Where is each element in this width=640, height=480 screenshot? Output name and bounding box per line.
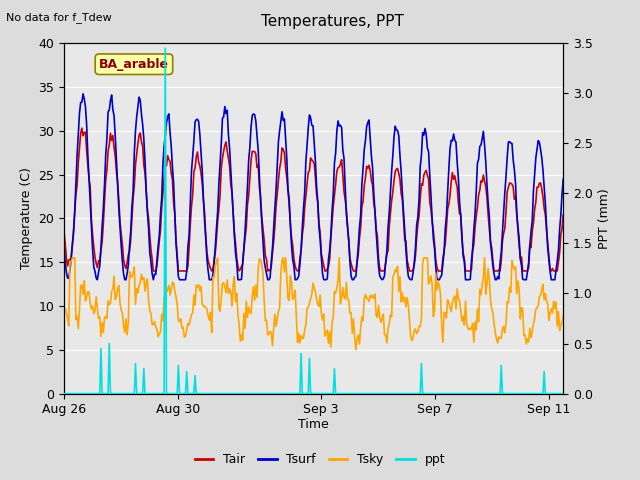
Tair	[309, 158, 317, 164]
ppt	[308, 391, 316, 396]
Tsky	[352, 347, 360, 353]
Tair	[474, 204, 481, 210]
Tsky	[540, 297, 548, 302]
Line: Tsurf: Tsurf	[64, 94, 563, 280]
Tsurf	[285, 197, 293, 203]
ppt	[559, 391, 567, 396]
Tair	[60, 228, 68, 234]
Tsky	[474, 306, 481, 312]
Tsurf	[229, 208, 237, 214]
Tair	[77, 131, 84, 136]
Tsky	[559, 312, 567, 318]
Tair	[150, 268, 157, 274]
Text: No data for f_Tdew: No data for f_Tdew	[6, 12, 112, 23]
Tair	[78, 125, 86, 131]
X-axis label: Time: Time	[298, 418, 329, 431]
Tsurf	[60, 242, 68, 248]
Tsurf	[93, 277, 101, 283]
Line: Tair: Tair	[64, 128, 563, 271]
ppt	[77, 391, 84, 396]
Tsky	[78, 282, 86, 288]
Line: Tsky: Tsky	[64, 258, 563, 350]
Tsurf	[540, 184, 548, 190]
Tsky	[284, 296, 292, 301]
Tair	[540, 205, 548, 211]
Tsky	[68, 255, 76, 261]
Tair	[285, 202, 293, 208]
Y-axis label: PPT (mm): PPT (mm)	[598, 188, 611, 249]
Tsurf	[309, 123, 317, 129]
ppt	[284, 391, 292, 396]
Legend: Tair, Tsurf, Tsky, ppt: Tair, Tsurf, Tsky, ppt	[189, 448, 451, 471]
ppt	[539, 391, 547, 396]
Tsurf	[77, 99, 84, 105]
ppt	[472, 391, 480, 396]
Tsurf	[79, 91, 87, 97]
Text: Temperatures, PPT: Temperatures, PPT	[261, 14, 404, 29]
Text: BA_arable: BA_arable	[99, 58, 169, 71]
Tsky	[228, 303, 236, 309]
ppt	[228, 391, 236, 396]
ppt	[161, 45, 169, 51]
Tair	[559, 212, 567, 217]
Line: ppt: ppt	[64, 48, 563, 394]
Tair	[229, 209, 237, 215]
Tsky	[60, 305, 68, 311]
Y-axis label: Temperature (C): Temperature (C)	[20, 168, 33, 269]
Tsurf	[474, 160, 481, 166]
ppt	[60, 391, 68, 396]
Tsky	[308, 291, 316, 297]
Tsurf	[559, 176, 567, 182]
